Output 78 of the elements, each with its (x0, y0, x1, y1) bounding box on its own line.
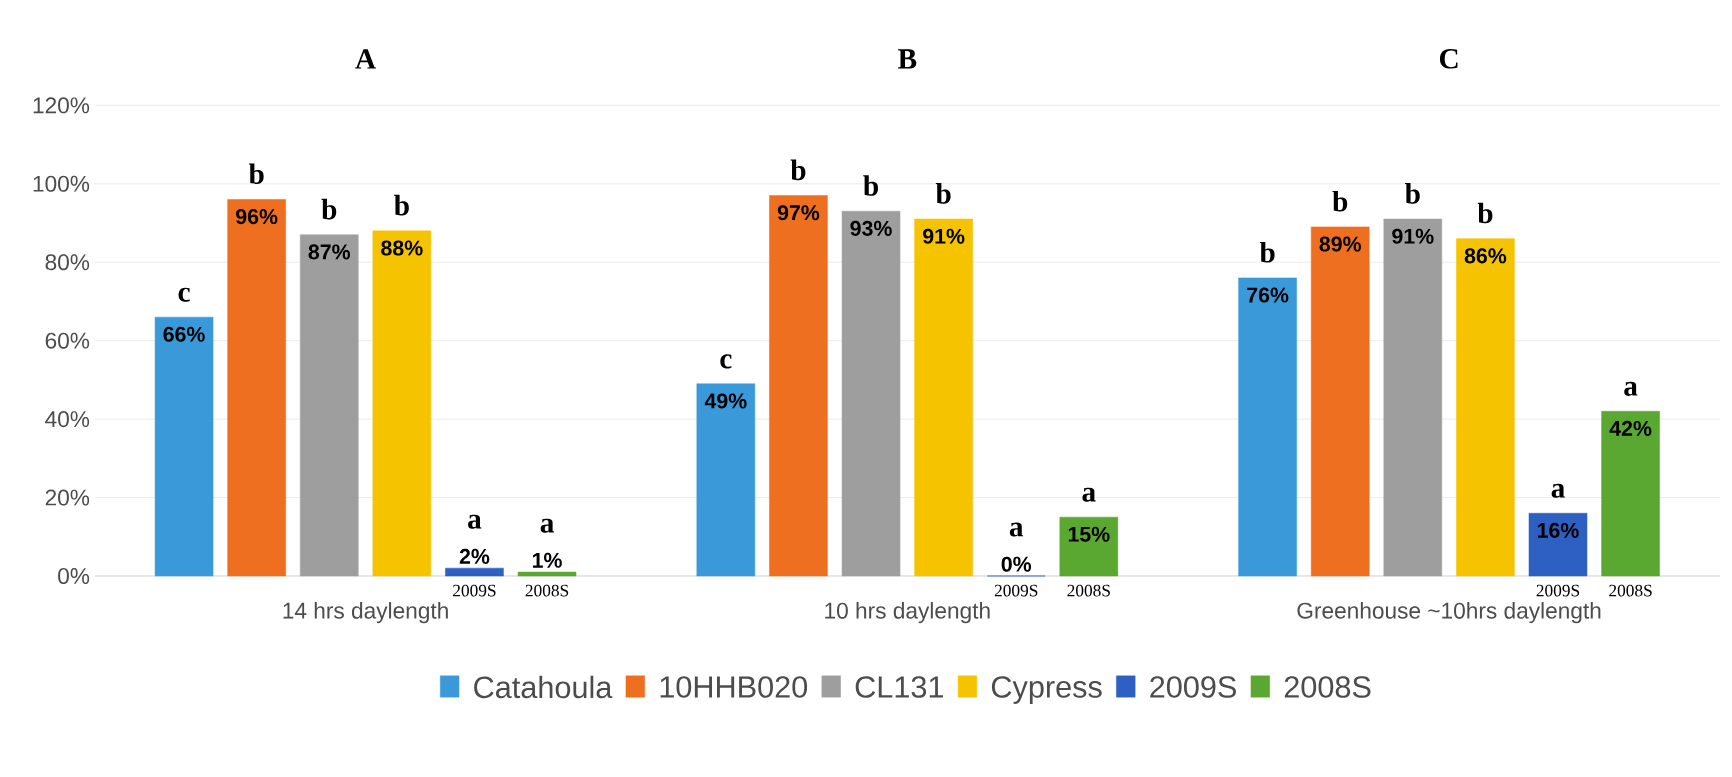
bar (696, 383, 756, 577)
bar (769, 195, 828, 577)
annotation: b (1332, 190, 1348, 212)
text: 2009S (994, 584, 1038, 597)
bar (1238, 277, 1297, 577)
data-label: 66% (163, 326, 205, 342)
x-tick-label: 10 hrs daylength (825, 601, 990, 624)
bar (1528, 512, 1588, 577)
legend-label: 2008S (1284, 675, 1371, 698)
data-label: 49% (704, 393, 747, 409)
bar (1601, 410, 1660, 577)
bar (517, 571, 577, 577)
data-label: 0% (1001, 556, 1032, 572)
text: 2009S (453, 584, 496, 597)
legend-label: 2009S (1150, 675, 1236, 698)
annotation: c (178, 287, 190, 302)
x-tick-label: Greenhouse ~10hrs daylength (1297, 601, 1601, 624)
legend-label: Cypress (991, 675, 1102, 704)
annotation: b (790, 159, 806, 181)
annotation: a (1624, 381, 1638, 396)
data-label: 87% (308, 244, 351, 260)
data-label: 2% (459, 548, 490, 564)
data-label: 88% (381, 240, 423, 256)
y-tick-label: 60% (45, 332, 90, 349)
bar (445, 567, 504, 577)
data-label: 91% (923, 228, 965, 244)
annotation: a (1551, 483, 1565, 498)
bar (914, 218, 973, 577)
y-tick-label: 100% (33, 175, 90, 192)
bar (1059, 516, 1119, 577)
annotation: b (1477, 202, 1493, 224)
text: B (898, 49, 917, 69)
annotation: b (935, 182, 951, 204)
legend-label: Catahoula (474, 675, 613, 699)
y-tick-label: 0% (58, 567, 90, 584)
annotation: b (321, 198, 337, 220)
bar (1456, 238, 1515, 577)
text: 2008S (525, 584, 569, 597)
annotation: a (540, 518, 554, 533)
x-tick-label: 14 hrs daylength (283, 601, 448, 624)
data-label: 97% (777, 204, 820, 221)
annotation: b (394, 194, 409, 216)
data-label: 1% (532, 552, 562, 568)
bar (227, 199, 286, 577)
bar (1383, 218, 1443, 577)
annotation: a (1082, 487, 1096, 502)
legend-label: 10HHB020 (660, 675, 808, 698)
y-tick-label: 40% (45, 410, 90, 427)
annotation: a (468, 514, 482, 529)
legend-label: CL131 (855, 675, 943, 698)
bar (300, 234, 359, 577)
data-label: 93% (850, 220, 892, 236)
data-label: 16% (1537, 522, 1579, 538)
bar (372, 230, 432, 577)
text: 2008S (1609, 584, 1652, 597)
annotation: b (1405, 182, 1420, 204)
y-tick-label: 20% (45, 489, 90, 506)
annotation: b (863, 175, 878, 196)
text: A (355, 49, 376, 69)
data-label: 42% (1609, 420, 1652, 436)
bar (1310, 226, 1370, 577)
annotation: a (1009, 522, 1024, 537)
annotation: c (720, 354, 732, 369)
data-label: 76% (1247, 287, 1289, 303)
bar (154, 316, 214, 577)
data-label: 89% (1319, 236, 1361, 252)
annotation: b (1259, 241, 1275, 263)
y-tick-label: 80% (45, 254, 90, 271)
text: 2009S (1536, 584, 1580, 597)
data-label: 15% (1068, 526, 1110, 542)
data-label: 91% (1392, 228, 1434, 244)
data-label: 96% (236, 208, 278, 225)
annotation: b (248, 163, 264, 184)
y-tick-label: 120% (33, 97, 90, 114)
text: C (1439, 48, 1458, 69)
text: 2008S (1067, 584, 1110, 597)
data-label: 86% (1464, 248, 1507, 264)
bar (841, 210, 901, 577)
